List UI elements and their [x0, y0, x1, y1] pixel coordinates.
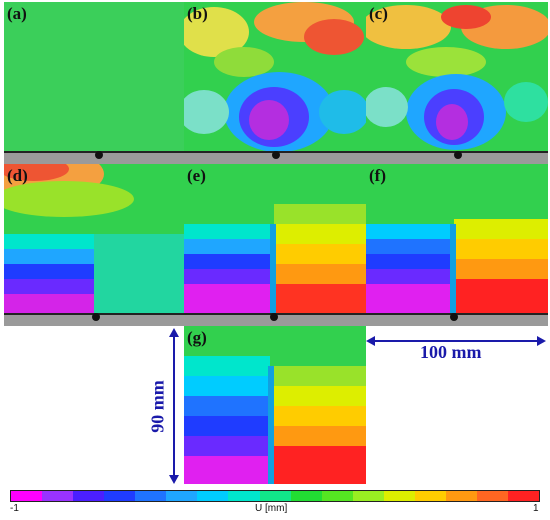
colorbar-swatch	[11, 491, 43, 501]
displacement-field-f	[366, 164, 548, 326]
colorbar-swatch	[259, 491, 291, 501]
colorbar	[10, 490, 540, 502]
colorbar-swatch	[228, 491, 260, 501]
vertical-scale-label: 90 mm	[147, 380, 168, 433]
colorbar-swatch	[166, 491, 198, 501]
colorbar-swatch	[290, 491, 322, 501]
colorbar-swatch	[321, 491, 353, 501]
displacement-field-b	[184, 2, 366, 164]
displacement-field-e	[184, 164, 366, 326]
panel-f: (f)	[366, 164, 548, 326]
panel-label: (c)	[369, 4, 388, 23]
colorbar-swatch	[508, 491, 540, 501]
displacement-field-c	[366, 2, 548, 164]
colorbar-swatch	[135, 491, 167, 501]
horizontal-scale-arrow	[366, 336, 546, 346]
colorbar-swatch	[73, 491, 105, 501]
panel-d: (d)	[4, 164, 186, 326]
panel-label: (a)	[7, 4, 27, 23]
colorbar-max-label: 1	[533, 503, 539, 514]
panel-a: (a)	[4, 2, 186, 164]
panel-label: (e)	[187, 166, 206, 185]
panel-label: (d)	[7, 166, 28, 185]
displacement-field-a	[4, 2, 186, 164]
colorbar-swatch	[352, 491, 384, 501]
panel-c: (c)	[366, 2, 548, 164]
panel-label: (b)	[187, 4, 208, 23]
colorbar-swatch	[197, 491, 229, 501]
colorbar-swatch	[414, 491, 446, 501]
displacement-field-g	[184, 326, 366, 484]
vertical-scale-arrow	[169, 328, 179, 484]
colorbar-swatch	[42, 491, 74, 501]
colorbar-min-label: -1	[10, 503, 19, 514]
panel-e: (e)	[184, 164, 366, 326]
panel-g: (g)	[184, 326, 366, 484]
panel-label: (g)	[187, 328, 207, 347]
panel-b: (b)	[184, 2, 366, 164]
horizontal-scale-label: 100 mm	[420, 342, 482, 362]
colorbar-swatch	[445, 491, 477, 501]
colorbar-swatch	[476, 491, 508, 501]
displacement-field-d	[4, 164, 186, 326]
colorbar-swatch	[383, 491, 415, 501]
colorbar-title: U [mm]	[255, 503, 288, 514]
panel-label: (f)	[369, 166, 386, 185]
colorbar-swatch	[104, 491, 136, 501]
